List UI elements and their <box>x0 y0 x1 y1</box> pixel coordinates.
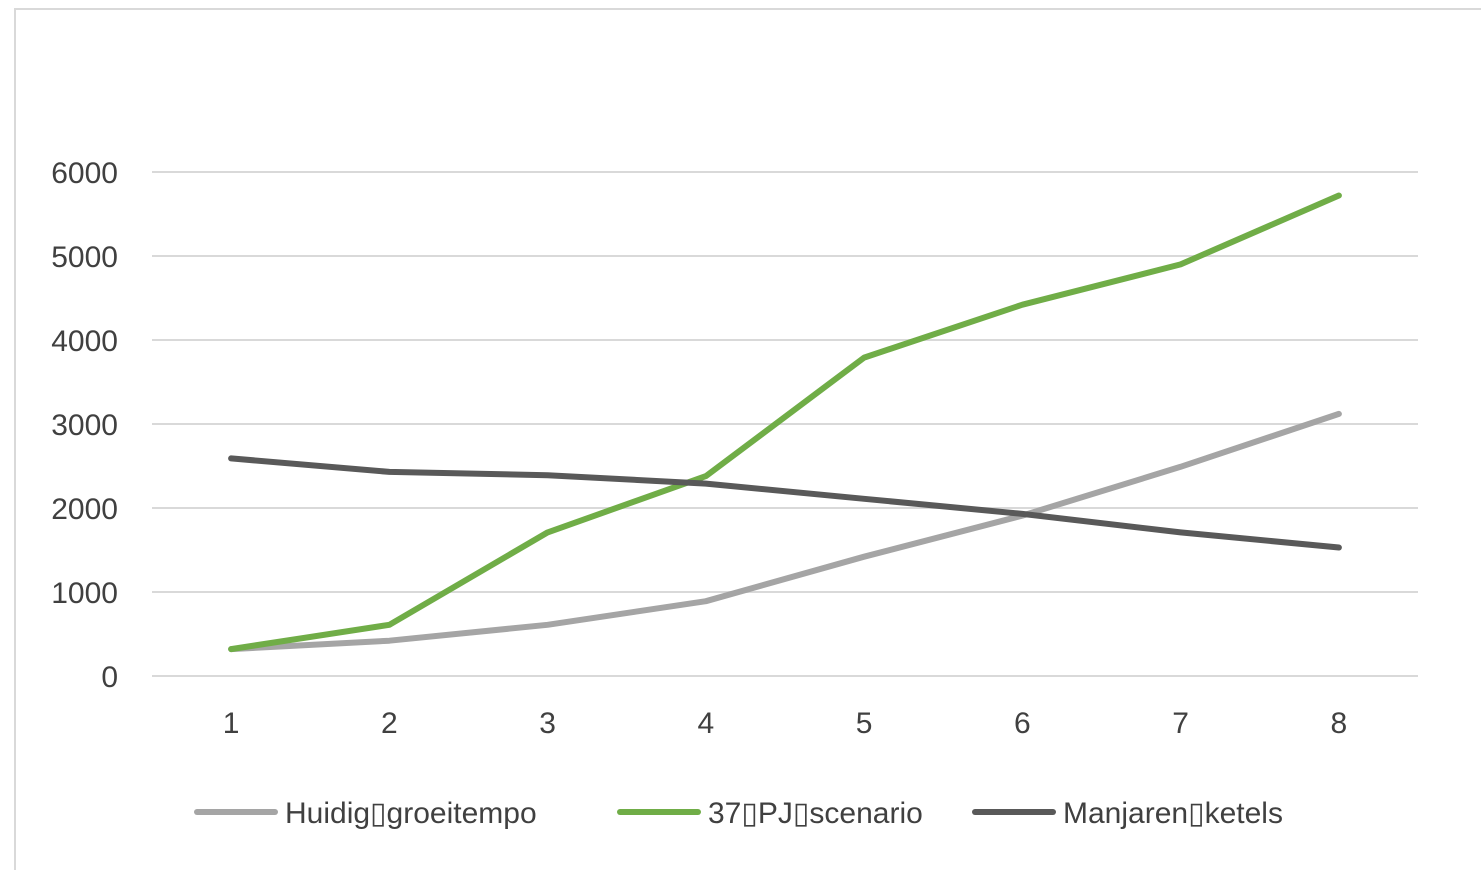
x-tick-label: 8 <box>1331 707 1348 740</box>
y-tick-label: 6000 <box>51 157 118 190</box>
x-tick-label: 5 <box>856 707 873 740</box>
legend-label-3: Manjaren▯ketels <box>1063 797 1283 830</box>
chart-frame <box>14 8 1481 870</box>
x-tick-label: 2 <box>381 707 398 740</box>
y-tick-label: 5000 <box>51 241 118 274</box>
x-tick-label: 4 <box>698 707 715 740</box>
legend: Huidig▯groeitempo 37▯PJ▯scenario Manjaren▯… <box>194 797 1283 830</box>
series-line-3 <box>228 455 1342 551</box>
x-tick-label: 7 <box>1172 707 1189 740</box>
legend-label-1: Huidig▯groeitempo <box>285 797 537 830</box>
legend-label-2: 37▯PJ▯scenario <box>708 797 923 830</box>
series-line-1 <box>228 410 1342 653</box>
x-tick-label: 3 <box>539 707 556 740</box>
series-lines <box>228 192 1342 653</box>
x-axis-tick-labels: 1 2 3 4 5 6 7 8 <box>223 707 1347 740</box>
gridlines <box>152 171 1418 677</box>
y-tick-label: 2000 <box>51 493 118 526</box>
y-tick-label: 3000 <box>51 409 118 442</box>
y-tick-label: 1000 <box>51 577 118 610</box>
x-tick-label: 1 <box>223 707 240 740</box>
y-tick-label: 0 <box>101 661 118 694</box>
y-tick-label: 4000 <box>51 325 118 358</box>
x-tick-label: 6 <box>1014 707 1031 740</box>
y-axis-tick-labels: 0 1000 2000 3000 4000 5000 6000 <box>51 157 118 694</box>
series-line-2 <box>228 192 1342 653</box>
